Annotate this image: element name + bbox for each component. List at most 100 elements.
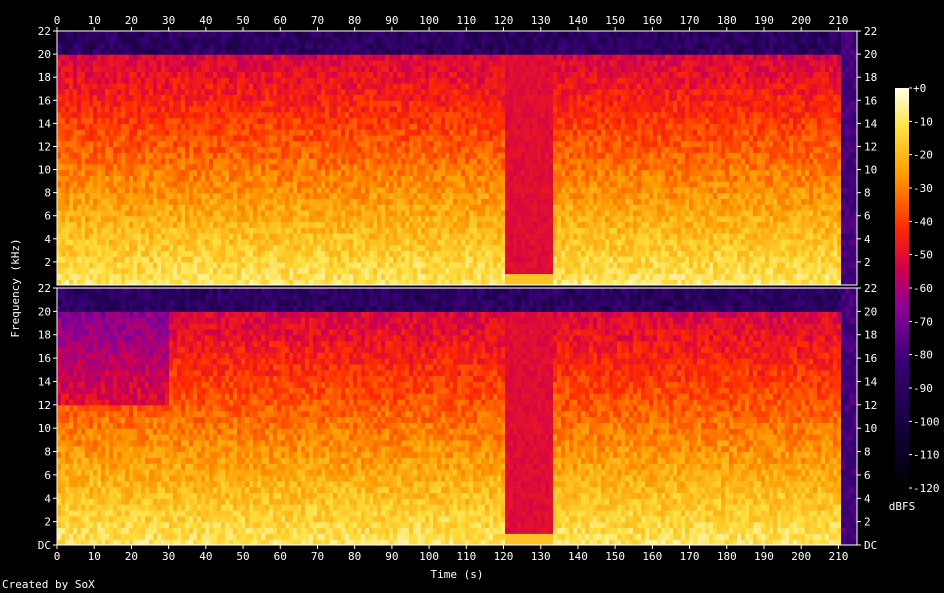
x-tick-label-bottom: 20 (125, 550, 138, 563)
y-tick-label-right: 8 (864, 446, 871, 459)
x-tick-label-bottom: 160 (642, 550, 662, 563)
y-tick-label-right: 14 (864, 375, 878, 388)
x-tick-label-top: 140 (568, 14, 588, 27)
x-tick-label-top: 20 (125, 14, 138, 27)
y-tick-label-right: 10 (864, 422, 877, 435)
x-tick-label-top: 30 (162, 14, 175, 27)
y-tick-label-right: 16 (864, 94, 877, 107)
y-tick-label-left: 22 (38, 25, 51, 38)
x-tick-label-bottom: 210 (828, 550, 848, 563)
x-tick-label-bottom: 190 (754, 550, 774, 563)
y-tick-label-left: 22 (38, 282, 51, 295)
y-tick-label-left: 16 (38, 352, 51, 365)
y-tick-label-left: 12 (38, 399, 51, 412)
channel-2-heatmap (57, 288, 857, 545)
y-tick-label-right: 12 (864, 399, 877, 412)
x-tick-label-bottom: 110 (456, 550, 476, 563)
y-tick-label-right: 14 (864, 117, 878, 130)
x-tick-label-top: 150 (605, 14, 625, 27)
x-tick-label-top: 180 (717, 14, 737, 27)
x-tick-label-top: 0 (54, 14, 61, 27)
x-tick-label-top: 160 (642, 14, 662, 27)
colorbar-tick-label: +0 (913, 82, 926, 95)
y-tick-label-left: 12 (38, 140, 51, 153)
x-tick-label-top: 60 (274, 14, 287, 27)
x-tick-label-top: 70 (311, 14, 324, 27)
x-tick-label-bottom: 180 (717, 550, 737, 563)
x-tick-label-bottom: 150 (605, 550, 625, 563)
channel-1-heatmap (57, 31, 857, 286)
panel-frame (56, 30, 858, 286)
colorbar-ticks: +0 -10 -20 -30 -40 -50 -60 -70 -80 -90 -100 -110 -12… (909, 82, 940, 495)
y-tick-label-left: 14 (38, 117, 52, 130)
colorbar (895, 88, 909, 488)
x-tick-label-bottom: 80 (348, 550, 361, 563)
y-tick-label-left: 16 (38, 94, 51, 107)
y-tick-label-left: 20 (38, 48, 51, 61)
colorbar-label: dBFS (889, 500, 916, 513)
x-tick-label-top: 50 (236, 14, 249, 27)
colorbar-tick-label: -60 (913, 282, 933, 295)
y-tick-label-right: 2 (864, 516, 871, 529)
colorbar-tick-label: -80 (913, 349, 933, 362)
y-tick-label-left: 2 (44, 516, 51, 529)
x-tick-label-bottom: 40 (199, 550, 212, 563)
x-tick-label-bottom: 90 (385, 550, 398, 563)
x-tick-label-top: 130 (531, 14, 551, 27)
y-tick-label-left: 10 (38, 422, 51, 435)
x-tick-label-bottom: 170 (680, 550, 700, 563)
y-tick-label-right: 6 (864, 210, 871, 223)
y-tick-label-right: DC (864, 539, 877, 552)
y-tick-label-right: 12 (864, 140, 877, 153)
x-tick-label-bottom: 70 (311, 550, 324, 563)
y-tick-label-right: 6 (864, 469, 871, 482)
x-tick-label-top: 80 (348, 14, 361, 27)
x-tick-label-top: 190 (754, 14, 774, 27)
x-tick-label-bottom: 140 (568, 550, 588, 563)
colorbar-tick-label: -100 (913, 415, 940, 428)
x-tick-label-top: 210 (828, 14, 848, 27)
y-tick-label-right: 16 (864, 352, 877, 365)
y-tick-label-right: 10 (864, 164, 877, 177)
colorbar-tick-label: -30 (913, 182, 933, 195)
y-tick-label-left: 14 (38, 375, 52, 388)
colorbar-tick-label: -110 (913, 449, 940, 462)
x-tick-label-top: 40 (199, 14, 212, 27)
y-tick-label-right: 18 (864, 329, 877, 342)
colorbar-tick-label: -40 (913, 215, 933, 228)
credit-text: Created by SoX (2, 578, 95, 591)
y-tick-label-right: 22 (864, 25, 877, 38)
y-tick-label-right: 20 (864, 48, 877, 61)
y-tick-label-left: 2 (44, 256, 51, 269)
x-tick-label-bottom: 50 (236, 550, 249, 563)
x-tick-label-bottom: 10 (88, 550, 101, 563)
x-tick-label-top: 110 (456, 14, 476, 27)
x-tick-label-bottom: 60 (274, 550, 287, 563)
colorbar-tick-label: -10 (913, 115, 933, 128)
x-tick-label-bottom: 120 (494, 550, 514, 563)
x-tick-label-bottom: 130 (531, 550, 551, 563)
y-tick-label-left: 18 (38, 329, 51, 342)
x-tick-label-bottom: 30 (162, 550, 175, 563)
y-axis-label: Frequency (kHz) (9, 238, 22, 337)
y-tick-label-left: 10 (38, 164, 51, 177)
y-tick-label-left: DC (38, 539, 51, 552)
x-tick-label-bottom: 200 (791, 550, 811, 563)
x-tick-label-top: 170 (680, 14, 700, 27)
panel-frame (56, 287, 858, 546)
x-tick-label-top: 90 (385, 14, 398, 27)
y-tick-label-right: 20 (864, 305, 877, 318)
y-tick-label-left: 8 (44, 187, 51, 200)
y-tick-label-left: 4 (44, 492, 51, 505)
y-tick-label-right: 8 (864, 187, 871, 200)
axes: 0 0 10 10 20 20 30 30 40 40 50 50 60 60 70 70 80 80 90 90 10… (38, 14, 878, 563)
colorbar-tick-label: -90 (913, 382, 933, 395)
colorbar-tick-label: -70 (913, 315, 933, 328)
x-tick-label-top: 100 (419, 14, 439, 27)
y-tick-label-left: 20 (38, 305, 51, 318)
y-tick-label-left: 6 (44, 210, 51, 223)
x-tick-label-bottom: 0 (54, 550, 61, 563)
y-tick-label-right: 4 (864, 233, 871, 246)
colorbar-tick-label: -120 (913, 482, 940, 495)
